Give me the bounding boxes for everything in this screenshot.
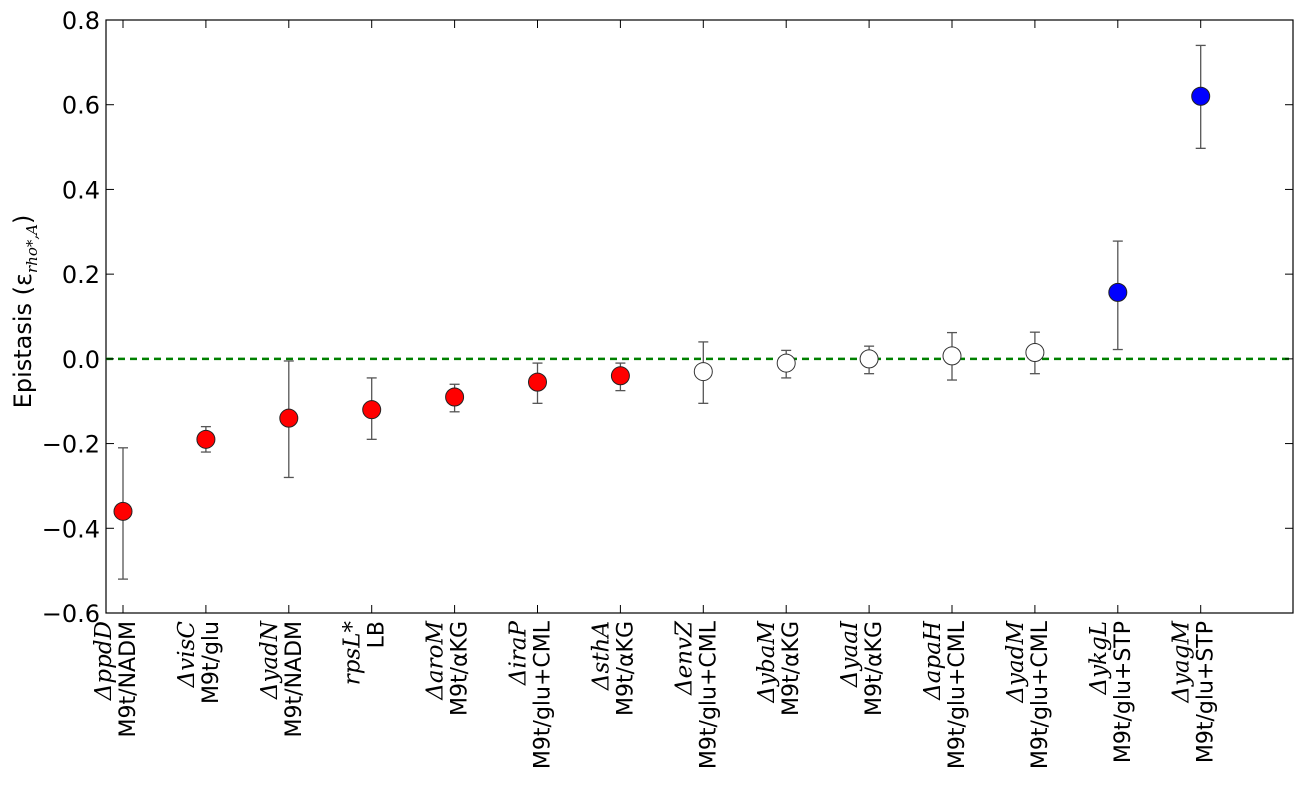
data-point	[1025, 343, 1045, 363]
point-apah	[942, 331, 962, 381]
x-tick-label-gene: ΔapaH	[920, 620, 946, 701]
x-tick-label-condition: M9t/glu+CML	[945, 620, 970, 769]
point-yadm	[1025, 331, 1045, 375]
x-tick-label-gene: ΔenvZ	[671, 620, 697, 696]
x-tick-label-condition: M9t/glu+CML	[531, 620, 556, 769]
data-point	[196, 429, 216, 449]
y-tick-label: 0.0	[62, 346, 100, 374]
x-tick-label-condition: M9t/αKG	[613, 621, 638, 716]
point-yaai	[859, 345, 879, 375]
point-rpsl	[362, 377, 382, 440]
data-point	[445, 387, 465, 407]
x-tick-label-gene: ΔvisC	[174, 621, 200, 689]
x-tick-label-condition: M9t/glu	[199, 621, 224, 704]
x-tick-label-gene: ΔykgL	[1086, 621, 1112, 696]
x-axis-ticks: ΔppdD M9t/NADM ΔvisC M9t/glu ΔyadN M9t/NADM rp…	[91, 20, 1219, 769]
x-tick-label-gene: ΔsthA	[588, 621, 614, 691]
y-tick-label: 0.8	[62, 7, 100, 35]
data-point	[942, 346, 962, 366]
point-ykgl	[1108, 240, 1128, 351]
data-point	[693, 362, 713, 382]
x-tick-label-condition: M9t/glu+CML	[1028, 620, 1053, 769]
x-tick-label-condition: M9t/NADM	[282, 621, 307, 737]
data-point	[610, 366, 630, 386]
data-point	[113, 501, 133, 521]
x-tick-label-condition: M9t/αKG	[448, 621, 473, 716]
y-axis-ticks: −0.6 −0.4 −0.2 0.0 0.2 0.4 0.6 0.8	[42, 7, 1293, 628]
x-tick-label-gene: ΔiraP	[506, 620, 532, 686]
point-irap	[528, 362, 547, 404]
point-ybam	[776, 349, 796, 379]
x-tick-label-condition: LB	[365, 621, 390, 648]
plot-area	[105, 19, 1294, 614]
y-tick-label: 0.2	[62, 261, 100, 289]
points-layer	[113, 44, 1211, 580]
point-visc	[196, 425, 216, 453]
x-tick-label-gene: ΔyagM	[1169, 620, 1195, 704]
x-tick-label-gene: ΔyadM	[1003, 620, 1029, 704]
point-envz	[693, 341, 713, 404]
x-tick-label-condition: M9t/glu+STP	[1111, 621, 1136, 763]
point-yadn	[279, 360, 299, 479]
y-tick-label: −0.2	[42, 431, 100, 459]
x-tick-label-gene: ΔaroM	[423, 620, 449, 701]
y-tick-label: −0.4	[42, 515, 100, 543]
point-yagm	[1191, 44, 1211, 149]
data-point	[776, 353, 796, 373]
x-tick-label-gene: ΔyadN	[257, 620, 283, 700]
data-point	[1108, 282, 1128, 302]
x-tick-label-condition: M9t/glu+STP	[1194, 621, 1219, 763]
x-tick-label-gene: ΔppdD	[91, 621, 117, 701]
data-point	[528, 372, 547, 392]
y-tick-label: −0.6	[42, 600, 100, 628]
x-tick-label-condition: M9t/αKG	[862, 621, 887, 716]
data-point	[1191, 86, 1211, 106]
y-tick-label: 0.6	[62, 92, 100, 120]
y-axis-label: Epistasis (εrho*,A)	[9, 215, 41, 409]
plot-frame	[105, 19, 1294, 614]
x-tick-label-gene: rpsL*	[340, 621, 366, 686]
x-tick-label-condition: M9t/NADM	[116, 621, 141, 737]
y-tick-label: 0.4	[62, 176, 100, 204]
x-tick-label-gene: ΔybaM	[754, 620, 780, 704]
data-point	[362, 400, 382, 420]
data-point	[279, 408, 299, 428]
x-tick-label-gene: ΔyaaI	[837, 620, 863, 688]
point-stha	[610, 362, 630, 392]
x-tick-label-condition: M9t/glu+CML	[696, 620, 721, 769]
point-arom	[445, 383, 465, 413]
x-tick-label-condition: M9t/αKG	[779, 621, 804, 716]
data-point	[859, 349, 879, 369]
point-ppdd	[113, 447, 133, 580]
